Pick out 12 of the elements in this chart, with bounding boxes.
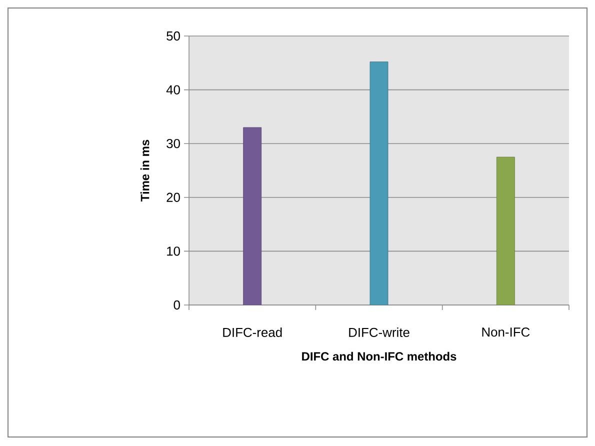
y-tick-label: 30 (166, 139, 180, 148)
y-tick-label: 0 (174, 300, 180, 310)
x-tick-label: DIFC-read (223, 328, 282, 338)
bar (243, 127, 262, 305)
y-axis-title: Time in ms (140, 140, 150, 202)
x-tick-label: DIFC-write (349, 328, 410, 338)
y-tick-label: 10 (167, 246, 180, 256)
x-axis-title: DIFC and Non-IFC methods (302, 352, 456, 361)
y-tick-label: 50 (166, 31, 180, 41)
x-tick-label: Non-IFC (482, 328, 530, 337)
y-tick-label: 40 (166, 85, 180, 94)
y-tick-label: 20 (166, 192, 180, 202)
